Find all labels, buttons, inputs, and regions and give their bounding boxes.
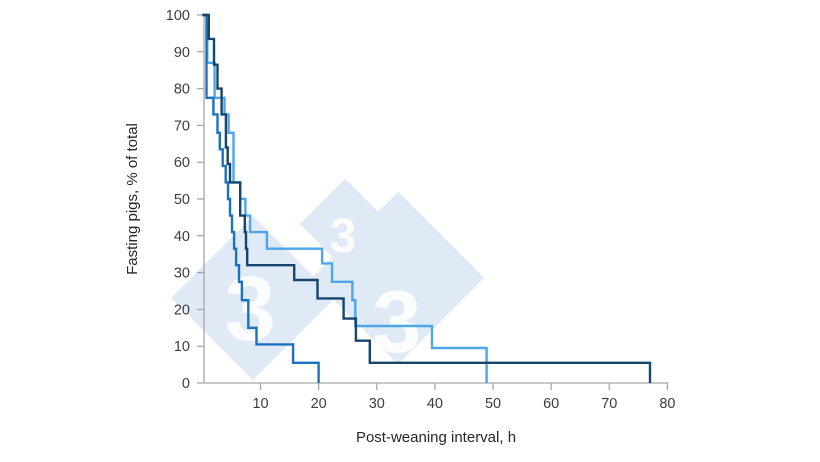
y-tick-label: 30 — [174, 266, 190, 282]
x-tick-label: 20 — [311, 396, 327, 412]
x-tick-label: 70 — [601, 396, 617, 412]
series-group-light-blue — [202, 13, 488, 383]
x-tick-label: 30 — [369, 396, 385, 412]
x-tick-label: 40 — [427, 396, 443, 412]
pig333-watermark: 3 33 — [170, 178, 485, 381]
step-curves — [202, 13, 652, 383]
y-tick-label: 100 — [166, 8, 190, 24]
y-tick-label: 20 — [174, 302, 190, 318]
axes: 0 10 20 30 40 50 60 70 80 90 100 10 20 30 40 50 60 70 80 — [166, 8, 676, 412]
watermark-diamond — [299, 178, 391, 270]
series-group-dark-navy — [202, 13, 652, 383]
series-group-medium-blue — [202, 13, 320, 383]
x-tick-label: 10 — [252, 396, 268, 412]
watermark-3-glyph: 3 — [330, 210, 357, 263]
y-tick-label: 0 — [182, 376, 190, 392]
y-tick-label: 50 — [174, 192, 190, 208]
x-axis-title: Post-weaning interval, h — [356, 429, 516, 446]
y-tick-label: 70 — [174, 118, 190, 134]
y-axis-title: Fasting pigs, % of total — [124, 123, 141, 275]
watermark-3-glyph: 3 — [373, 272, 422, 371]
y-tick-label: 60 — [174, 155, 190, 171]
x-tick-label: 60 — [543, 396, 559, 412]
x-tick-label: 80 — [659, 396, 675, 412]
y-tick-label: 40 — [174, 229, 190, 245]
watermark-3-glyph: 3 — [224, 258, 275, 360]
x-tick-label: 50 — [485, 396, 501, 412]
y-tick-label: 80 — [174, 82, 190, 98]
y-tick-label: 10 — [174, 339, 190, 355]
y-tick-label: 90 — [174, 45, 190, 61]
